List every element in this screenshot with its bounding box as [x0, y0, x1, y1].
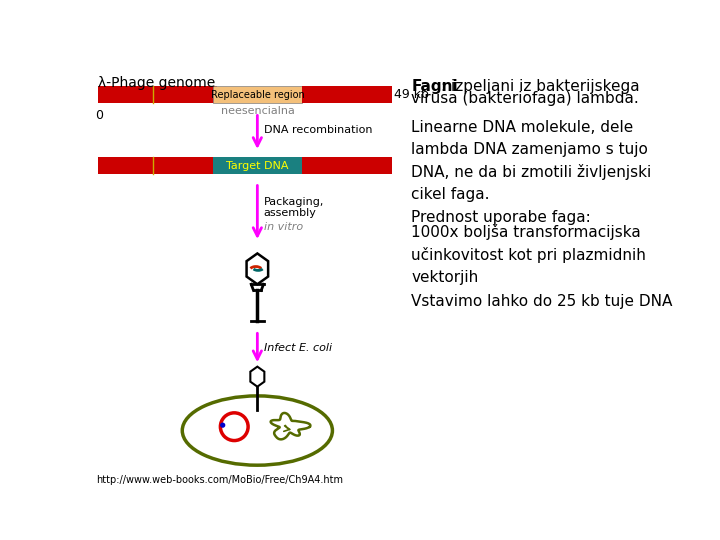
Text: Infect E. coli: Infect E. coli	[264, 343, 332, 353]
Text: 1000x boljša transformacijska
učinkovitost kot pri plazmidnih
vektorjih: 1000x boljša transformacijska učinkovito…	[411, 224, 647, 285]
Circle shape	[220, 413, 248, 441]
Text: http://www.web-books.com/MoBio/Free/Ch9A4.htm: http://www.web-books.com/MoBio/Free/Ch9A…	[96, 475, 343, 485]
Text: Packaging,: Packaging,	[264, 197, 324, 207]
Text: Vstavimo lahko do 25 kb tuje DNA: Vstavimo lahko do 25 kb tuje DNA	[411, 294, 672, 309]
Text: 0: 0	[95, 110, 103, 123]
Ellipse shape	[182, 396, 333, 465]
Bar	[302, 86, 392, 103]
Text: DNA recombination: DNA recombination	[264, 125, 372, 135]
Text: : izpeljani iz bakterijskega: : izpeljani iz bakterijskega	[441, 79, 639, 93]
Text: assembly: assembly	[264, 208, 316, 218]
Bar	[98, 86, 217, 103]
Text: Replaceable region: Replaceable region	[211, 90, 305, 100]
Bar	[98, 157, 217, 174]
Circle shape	[221, 423, 225, 427]
Text: in vitro: in vitro	[264, 221, 302, 232]
Polygon shape	[246, 253, 268, 284]
Text: Target DNA: Target DNA	[227, 161, 289, 171]
Text: Linearne DNA molekule, dele
lambda DNA zamenjamo s tujo
DNA, ne da bi zmotili ži: Linearne DNA molekule, dele lambda DNA z…	[411, 120, 652, 201]
Bar	[213, 157, 302, 174]
Bar	[302, 157, 392, 174]
Bar	[213, 86, 302, 103]
Text: Fagni: Fagni	[411, 79, 458, 93]
Text: virusa (bakteriofaga) lambda.: virusa (bakteriofaga) lambda.	[411, 91, 639, 106]
Polygon shape	[251, 367, 264, 387]
Text: 49 kb: 49 kb	[395, 89, 429, 102]
Text: Prednost uporabe faga:: Prednost uporabe faga:	[411, 210, 591, 225]
Text: λ-Phage genome: λ-Phage genome	[98, 76, 215, 90]
Text: neesencialna: neesencialna	[221, 106, 294, 116]
